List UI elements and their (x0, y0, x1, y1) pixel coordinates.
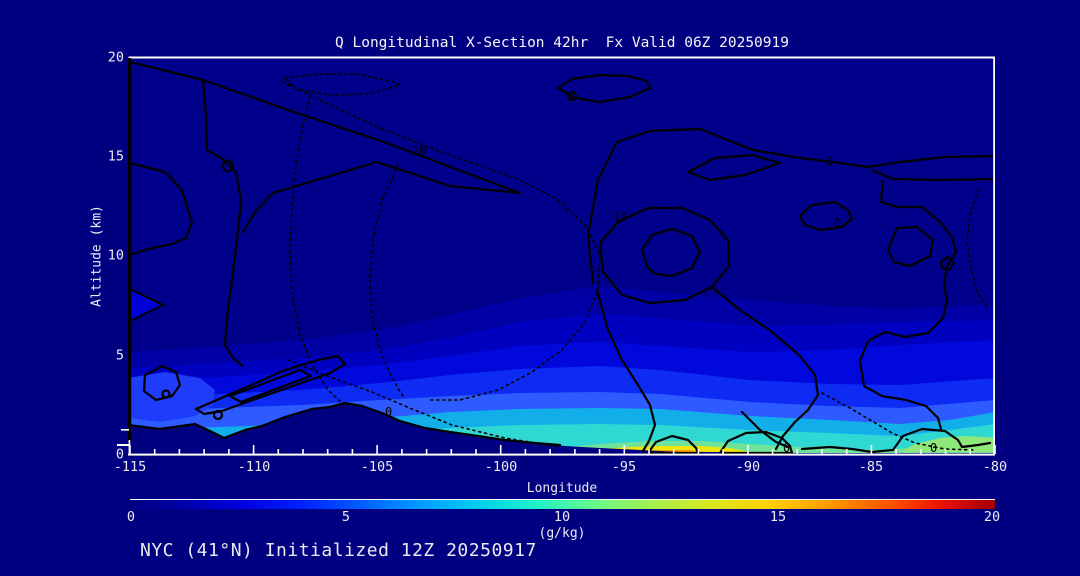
colorbar-tick-label: 10 (553, 509, 571, 525)
x-tick-label: -110 (237, 459, 271, 475)
y-tick-label: 15 (107, 148, 124, 165)
colorbar-gradient (130, 499, 995, 509)
contour-label: 10 (412, 144, 426, 158)
x-axis-tick (228, 449, 230, 454)
colorbar-tick-label: 15 (769, 509, 787, 525)
colorbar-tick-label: 5 (341, 509, 351, 525)
x-axis-tick (252, 445, 255, 454)
x-axis-tick (771, 449, 774, 454)
x-axis-tick (623, 445, 626, 454)
x-axis-tick (302, 449, 304, 454)
x-axis-tick (870, 445, 873, 454)
x-axis-tick (845, 449, 848, 454)
contour-label: 0 (930, 441, 937, 455)
station-init-label: NYC (41°N) Initialized 12Z 20250917 (140, 540, 537, 561)
x-tick-label: -95 (611, 459, 637, 475)
x-axis-tick (994, 445, 996, 454)
contour-label: 0 (826, 155, 833, 169)
x-tick-label: -100 (484, 459, 518, 475)
top-spine (128, 56, 995, 59)
x-axis-tick (524, 449, 527, 454)
x-tick-label: -85 (858, 459, 884, 475)
solid-contours (130, 60, 995, 455)
contour-label: 0 (834, 216, 841, 230)
x-axis-tick (277, 449, 280, 454)
y-tick-label: 10 (107, 247, 124, 264)
x-tick-label: -80 (982, 459, 1008, 475)
x-tick-label: -90 (735, 459, 761, 475)
x-axis-tick (722, 449, 724, 454)
x-axis-ticks (129, 445, 996, 454)
x-axis-tick (351, 449, 354, 454)
bottom-spine (128, 453, 995, 456)
contour-label: 10 (613, 210, 627, 224)
x-axis-tick (697, 449, 700, 454)
axes (117, 56, 996, 456)
dotted-contours (282, 73, 989, 451)
x-axis-label: Longitude (526, 481, 598, 496)
right-spine (993, 57, 995, 455)
x-axis-tick (944, 449, 947, 454)
x-tick-label: -105 (360, 459, 394, 475)
colorbar-tick-label: 20 (983, 509, 1001, 525)
left-spine (128, 58, 132, 442)
terrain-outline (130, 401, 562, 447)
chart-title: Q Longitudinal X-Section 42hr Fx Valid 0… (335, 35, 789, 51)
x-axis-tick (401, 449, 403, 454)
x-axis-tick (747, 445, 749, 454)
x-axis-tick (153, 449, 156, 454)
y-axis-minor-tick (121, 429, 129, 431)
x-axis-tick (969, 449, 972, 454)
contour-label: 0 (385, 405, 392, 419)
colorbar-units-label: (g/kg) (538, 526, 586, 541)
colorbar-tick-label: 0 (126, 509, 136, 525)
y-tick-label: 0 (115, 446, 124, 463)
x-axis-tick (129, 445, 131, 454)
x-axis-tick (475, 449, 477, 454)
x-axis-tick (598, 449, 601, 454)
x-axis-tick (499, 445, 502, 454)
x-axis-tick (648, 449, 650, 454)
contour-value-labels: 0 10 10 0 0 0 0 (385, 144, 937, 455)
x-axis-tick (672, 449, 675, 454)
x-axis-tick (326, 449, 329, 454)
contour-label: 0 (783, 441, 790, 455)
x-axis-tick (920, 449, 922, 454)
terrain-silhouette (130, 403, 995, 455)
x-axis-tick (376, 445, 378, 454)
x-axis-tick (796, 449, 799, 454)
x-axis-tick (178, 449, 181, 454)
x-axis-tick (549, 449, 551, 454)
filled-contours (130, 60, 995, 455)
y-axis-zero-tick (117, 444, 129, 446)
x-tick-label: -115 (113, 459, 147, 475)
x-axis-tick (895, 449, 897, 454)
x-axis-tick (574, 449, 576, 454)
x-axis-tick (203, 449, 205, 454)
x-axis-tick (450, 449, 453, 454)
y-tick-label: 5 (115, 347, 124, 364)
x-axis-tick (821, 449, 823, 454)
y-axis-label: Altitude (km) (89, 205, 105, 307)
x-axis-tick (425, 449, 428, 454)
y-tick-label: 20 (107, 49, 124, 66)
